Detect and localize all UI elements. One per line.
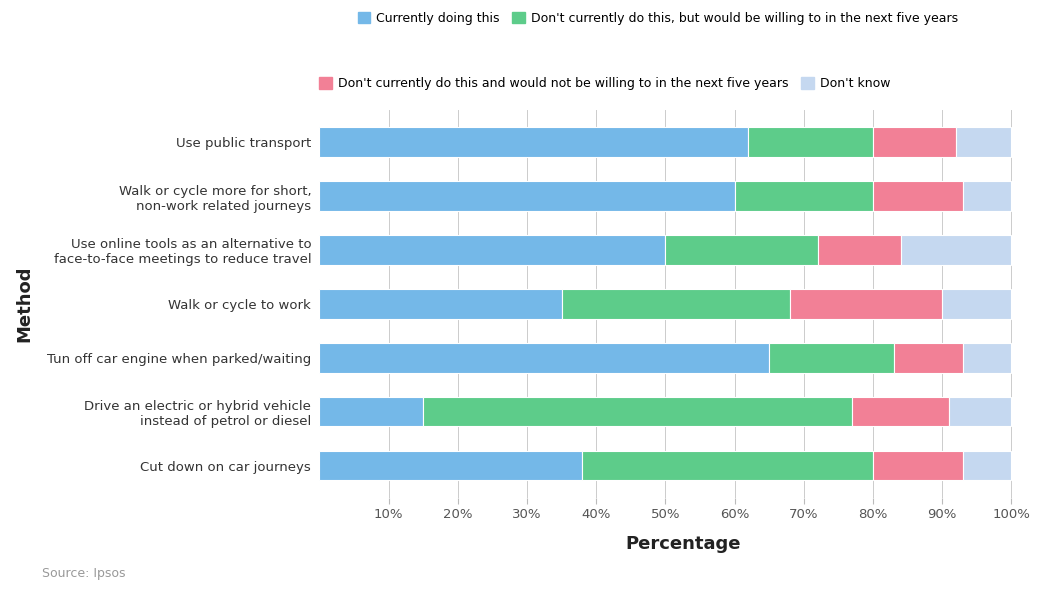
Bar (319, 127, 748, 157)
Bar (963, 451, 1011, 480)
Bar (873, 181, 963, 211)
X-axis label: Percentage: Percentage (625, 535, 741, 554)
Bar (561, 289, 790, 318)
Bar (734, 181, 873, 211)
Bar (818, 235, 901, 265)
Bar (956, 127, 1011, 157)
Legend: Currently doing this, Don't currently do this, but would be willing to in the ne: Currently doing this, Don't currently do… (358, 12, 958, 25)
Bar (319, 397, 423, 426)
Bar (950, 397, 1011, 426)
Bar (769, 343, 893, 372)
Text: Source: Ipsos: Source: Ipsos (42, 567, 126, 580)
Bar (963, 343, 1011, 372)
Bar (852, 397, 950, 426)
Bar (790, 289, 942, 318)
Bar (319, 235, 665, 265)
Bar (423, 397, 852, 426)
Bar (873, 451, 963, 480)
Bar (665, 235, 818, 265)
Bar (319, 181, 734, 211)
Bar (748, 127, 873, 157)
Y-axis label: Method: Method (15, 266, 33, 342)
Legend: Don't currently do this and would not be willing to in the next five years, Don': Don't currently do this and would not be… (319, 78, 890, 91)
Bar (873, 127, 956, 157)
Bar (963, 181, 1011, 211)
Bar (942, 289, 1011, 318)
Bar (319, 451, 582, 480)
Bar (582, 451, 873, 480)
Bar (893, 343, 963, 372)
Bar (319, 343, 769, 372)
Bar (901, 235, 1011, 265)
Bar (319, 289, 561, 318)
